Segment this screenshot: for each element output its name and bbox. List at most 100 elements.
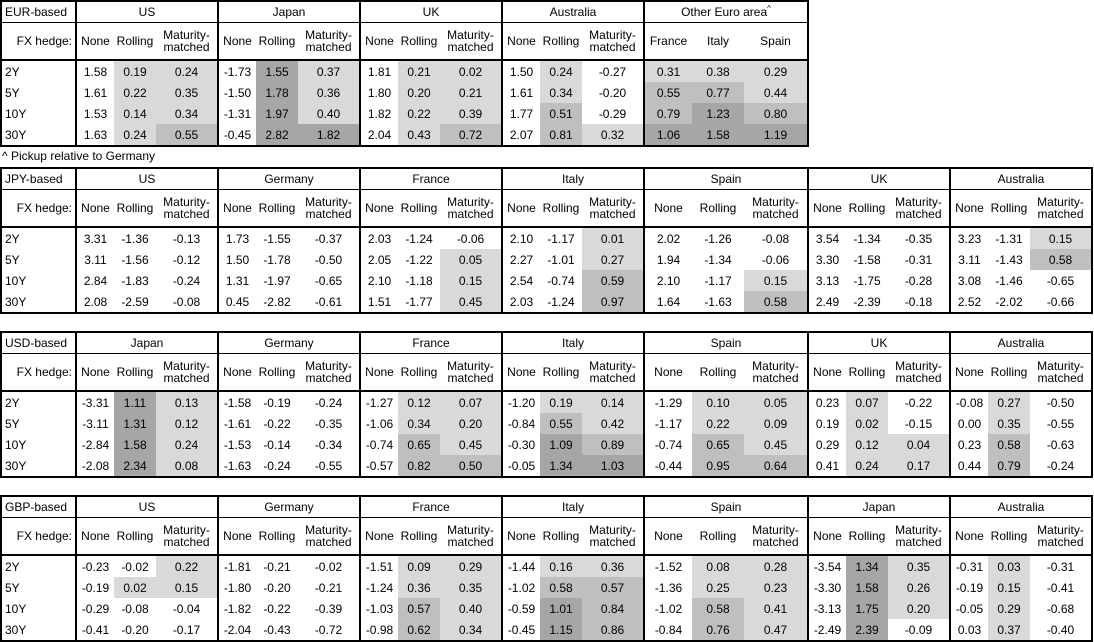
- tenor-label: 2Y: [5, 559, 20, 574]
- value-cell: -1.27: [359, 391, 398, 413]
- value-cell: -0.65: [1046, 273, 1075, 288]
- value-cell: 1.61: [75, 82, 114, 103]
- hedge-column-header: Maturity-matched: [582, 353, 644, 392]
- hedge-column-header: None: [501, 353, 540, 392]
- hedge-column-header: Maturity-matched: [888, 517, 950, 556]
- value-cell: -1.17: [643, 413, 692, 434]
- value-cell: 0.19: [540, 391, 582, 413]
- hedge-column-header: Rolling: [256, 353, 298, 392]
- value-cell: 0.35: [156, 82, 218, 103]
- value-cell: -1.31: [995, 231, 1023, 246]
- value-cell: 0.15: [1030, 227, 1092, 249]
- value-cell: -0.84: [643, 619, 692, 641]
- tenor-label: 5Y: [5, 252, 20, 267]
- value-cell: 0.37: [298, 60, 360, 82]
- value-cell: -0.24: [314, 395, 343, 410]
- value-cell: 0.15: [156, 577, 218, 598]
- country-header: France: [359, 168, 502, 190]
- value-cell: 0.79: [988, 455, 1030, 477]
- country-header: France: [359, 496, 502, 518]
- hedge-column-header: Rolling: [692, 189, 744, 228]
- value-cell: 2.84: [75, 270, 114, 291]
- value-cell: -0.55: [314, 458, 343, 473]
- value-cell: -0.12: [172, 252, 201, 267]
- value-cell: 0.34: [156, 103, 218, 124]
- value-cell: -1.43: [995, 252, 1023, 267]
- value-cell: -2.59: [121, 294, 149, 309]
- value-cell: 0.41: [807, 455, 846, 477]
- hedge-column-header: None: [217, 517, 256, 556]
- value-cell: 0.47: [744, 619, 808, 641]
- value-cell: 2.49: [807, 291, 846, 313]
- country-name: Japan: [862, 500, 896, 514]
- value-cell: 1.50: [217, 249, 256, 270]
- value-cell: -0.15: [904, 416, 933, 431]
- value-cell: -3.31: [75, 391, 114, 413]
- hedge-column-header: None: [807, 189, 846, 228]
- value-cell: 1.58: [75, 60, 114, 82]
- value-cell: -1.61: [217, 413, 256, 434]
- table-jpy-based: JPY-based US Germany France Italy Spain UK Aust…: [0, 167, 1093, 314]
- country-header: Spain: [643, 332, 808, 354]
- value-cell: 0.35: [440, 577, 502, 598]
- country-name: Australia: [997, 172, 1045, 186]
- country-name: UK: [422, 5, 440, 19]
- value-cell: 0.58: [744, 291, 808, 313]
- value-cell: -1.58: [217, 391, 256, 413]
- value-cell: 0.25: [692, 577, 744, 598]
- value-cell: 2.34: [114, 455, 156, 477]
- value-cell: 1.03: [582, 455, 644, 477]
- value-cell: -0.24: [1046, 458, 1075, 473]
- country-name: Italy: [561, 500, 584, 514]
- country-header: UK: [359, 1, 502, 23]
- table-row: 5Y 3.11 -1.56 -0.12 1.50 -1.78 -0.50 2.05 -1.22 0…: [1, 249, 1092, 270]
- value-cell: -1.46: [995, 273, 1023, 288]
- hedge-column-header: Maturity-matched: [1030, 517, 1092, 556]
- value-cell: 1.73: [217, 227, 256, 249]
- value-cell: -1.51: [359, 555, 398, 577]
- value-cell: -0.02: [121, 559, 149, 574]
- value-cell: 0.20: [440, 413, 502, 434]
- value-cell: 0.12: [398, 391, 440, 413]
- value-cell: -2.39: [853, 294, 881, 309]
- value-cell: 1.80: [359, 82, 398, 103]
- hedge-column-header: Rolling: [988, 353, 1030, 392]
- table-slot: USD-based Japan Germany France Italy Spain UK A…: [0, 331, 1094, 478]
- value-cell: -1.53: [217, 434, 256, 455]
- value-cell: 0.09: [398, 555, 440, 577]
- value-cell: 0.29: [440, 555, 502, 577]
- table-row: 30Y -0.41 -0.20 -0.17 -2.04 -0.43 -0.72 -0.98 0.…: [1, 619, 1092, 641]
- table-row: 30Y 1.63 0.24 0.55 -0.45 2.82 1.82 2.04 0.43 0.72…: [1, 124, 808, 146]
- value-cell: 2.27: [501, 249, 540, 270]
- value-cell: -1.24: [547, 294, 575, 309]
- country-header: Spain: [643, 168, 808, 190]
- value-cell: 0.31: [643, 60, 692, 82]
- country-name: Spain: [710, 336, 742, 350]
- value-cell: -1.78: [263, 252, 291, 267]
- value-cell: 1.06: [643, 124, 692, 146]
- hedge-column-header: Rolling: [540, 22, 582, 61]
- value-cell: -3.54: [807, 555, 846, 577]
- tenor-label: 10Y: [5, 106, 27, 121]
- country-name: France: [412, 500, 450, 514]
- value-cell: 1.09: [540, 434, 582, 455]
- value-cell: 0.44: [949, 455, 988, 477]
- value-cell: -2.04: [217, 619, 256, 641]
- value-cell: 2.39: [846, 619, 888, 641]
- value-cell: 0.15: [744, 270, 808, 291]
- table-slot: JPY-based US Germany France Italy Spain UK Aust…: [0, 167, 1094, 314]
- value-cell: 2.10: [501, 227, 540, 249]
- hedge-column-header: Rolling: [114, 353, 156, 392]
- value-cell: -0.39: [314, 601, 343, 616]
- value-cell: -1.58: [853, 252, 881, 267]
- country-name: Other Euro area: [681, 5, 768, 19]
- country-header: Italy: [501, 332, 644, 354]
- value-cell: 1.97: [256, 103, 298, 124]
- hedge-column-header: Maturity-matched: [298, 189, 360, 228]
- value-cell: -1.77: [405, 294, 433, 309]
- value-cell: -0.13: [172, 231, 201, 246]
- hedge-column-header: Maturity-matched: [156, 22, 218, 61]
- value-cell: -0.02: [314, 559, 343, 574]
- value-cell: 1.34: [846, 555, 888, 577]
